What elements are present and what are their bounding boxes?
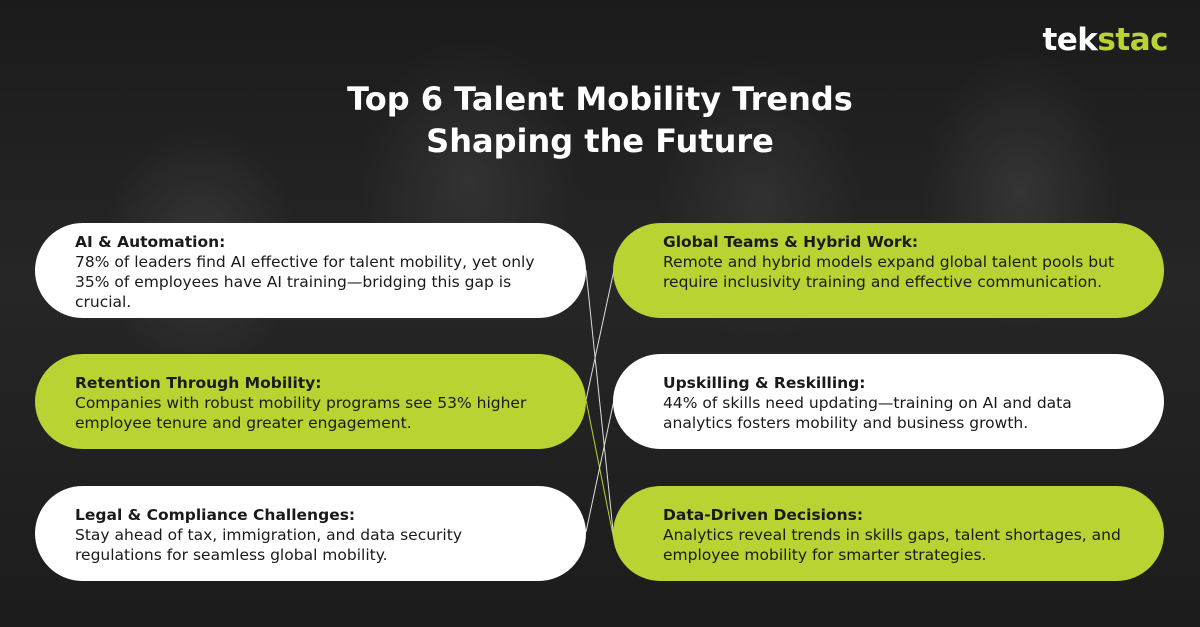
logo: tekstac [1042,22,1168,58]
logo-accent: stac [1097,22,1168,58]
logo-primary: tek [1042,22,1098,58]
title: Top 6 Talent Mobility Trends Shaping the… [0,78,1200,162]
trend-card: Legal & Compliance Challenges: Stay ahead… [35,486,586,581]
card-body: 44% of skills need updating—training on … [663,394,1072,432]
card-heading: Global Teams & Hybrid Work: [663,233,919,251]
trend-card: Global Teams & Hybrid Work: Remote and hy… [613,223,1164,318]
trend-card: Retention Through Mobility: Companies wit… [35,354,586,449]
card-body: Analytics reveal trends in skills gaps, … [663,526,1121,564]
trend-card: AI & Automation: 78% of leaders find AI e… [35,223,586,318]
title-line: Top 6 Talent Mobility Trends [347,80,853,118]
card-body: 78% of leaders find AI effective for tal… [75,253,535,311]
card-heading: Data-Driven Decisions: [663,506,864,524]
card-heading: Retention Through Mobility: [75,374,322,392]
card-body: Companies with robust mobility programs … [75,394,527,432]
card-heading: Upskilling & Reskilling: [663,374,866,392]
trend-card: Data-Driven Decisions: Analytics reveal t… [613,486,1164,581]
card-body: Stay ahead of tax, immigration, and data… [75,526,462,564]
trend-card: Upskilling & Reskilling: 44% of skills ne… [613,354,1164,449]
card-body: Remote and hybrid models expand global t… [663,253,1115,291]
title-line: Shaping the Future [426,122,774,160]
card-heading: AI & Automation: [75,233,226,251]
card-heading: Legal & Compliance Challenges: [75,506,356,524]
